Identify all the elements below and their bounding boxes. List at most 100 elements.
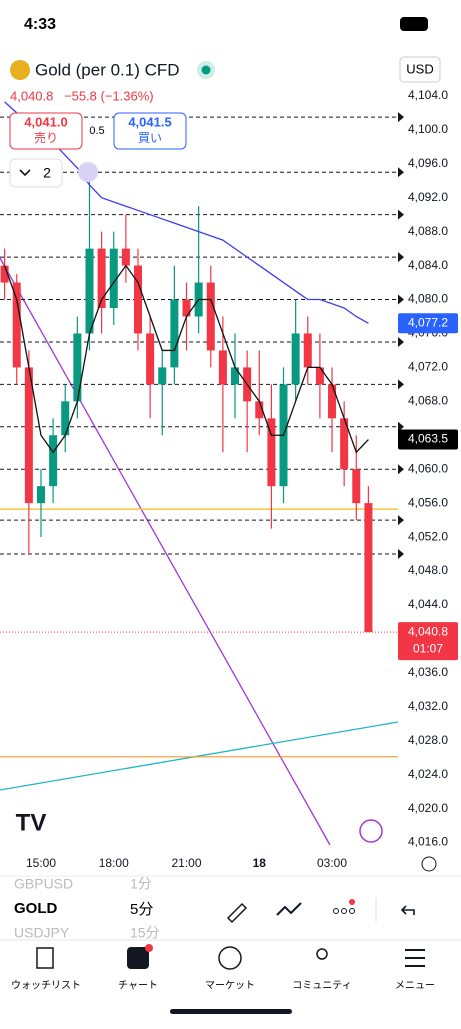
order-arrow bbox=[398, 209, 404, 220]
candle-body bbox=[121, 248, 130, 266]
indicator-toggle[interactable] bbox=[9, 158, 63, 188]
nav-icon[interactable] bbox=[405, 949, 425, 967]
y-tick-label: 4,028.0 bbox=[408, 733, 448, 747]
more[interactable] bbox=[349, 908, 355, 914]
logo: TV bbox=[16, 809, 47, 836]
pattern-tool[interactable] bbox=[276, 902, 302, 916]
watch-symbol[interactable]: USDJPY bbox=[14, 925, 70, 941]
candle-body bbox=[158, 367, 167, 385]
price-badge bbox=[398, 429, 458, 450]
nav-icon[interactable] bbox=[127, 947, 149, 969]
y-tick-label: 4,044.0 bbox=[408, 597, 448, 611]
nav-icon[interactable] bbox=[218, 946, 242, 970]
moving-average bbox=[3, 264, 369, 454]
candle-body bbox=[303, 333, 312, 368]
nav-label[interactable]: チャート bbox=[118, 980, 158, 992]
spread: 0.5 bbox=[89, 125, 104, 137]
sell-button[interactable] bbox=[9, 112, 83, 150]
y-tick-label: 4,032.0 bbox=[408, 699, 448, 713]
chevron bbox=[19, 169, 31, 177]
replay-icon[interactable] bbox=[78, 162, 98, 182]
y-tick-label: 4,080.0 bbox=[408, 292, 448, 306]
y-tick-label: 4,016.0 bbox=[408, 835, 448, 849]
buy-price[interactable]: 4,041.5 bbox=[128, 114, 171, 129]
x-tick-label: 15:00 bbox=[26, 856, 56, 870]
more[interactable] bbox=[333, 908, 339, 914]
home-indicator bbox=[170, 1009, 292, 1014]
y-tick-label: 4,088.0 bbox=[408, 224, 448, 238]
y-tick-label: 4,024.0 bbox=[408, 767, 448, 781]
candle-body bbox=[340, 418, 349, 470]
candle-body bbox=[97, 248, 106, 309]
nav-label[interactable]: マーケット bbox=[205, 980, 255, 992]
x-tick-label: 21:00 bbox=[171, 856, 201, 870]
nav-label[interactable]: メニュー bbox=[395, 981, 435, 992]
interval[interactable]: 5分 bbox=[130, 901, 153, 918]
interval[interactable]: 15分 bbox=[130, 925, 160, 941]
flash-icon[interactable] bbox=[359, 819, 383, 843]
y-tick-label: 4,048.0 bbox=[408, 563, 448, 577]
buy-button[interactable] bbox=[113, 112, 187, 150]
status-bar: 4:33 bbox=[24, 16, 428, 33]
candle-body bbox=[85, 248, 94, 334]
order-arrow bbox=[398, 515, 404, 526]
candle-body bbox=[73, 333, 82, 402]
order-arrow bbox=[398, 112, 404, 123]
watch-symbol[interactable]: GBPUSD bbox=[14, 876, 73, 892]
y-tick-label: 4,020.0 bbox=[408, 801, 448, 815]
candle-body bbox=[206, 282, 215, 351]
more[interactable] bbox=[341, 908, 347, 914]
candle-body bbox=[170, 299, 179, 368]
currency[interactable]: USD bbox=[406, 61, 433, 76]
last-price: 4,040.8 bbox=[10, 88, 53, 103]
clock: 4:33 bbox=[24, 16, 56, 33]
y-tick-label: 4,096.0 bbox=[408, 156, 448, 170]
y-tick-label: 4,084.0 bbox=[408, 258, 448, 272]
interval[interactable]: 1分 bbox=[130, 876, 152, 892]
y-tick-label: 4,104.0 bbox=[408, 88, 448, 102]
y-tick-label: 4,036.0 bbox=[408, 665, 448, 679]
price-badge bbox=[398, 313, 458, 334]
candle-body bbox=[49, 435, 58, 487]
nav-label[interactable]: ウォッチリスト bbox=[11, 980, 81, 992]
y-tick-label: 4,072.0 bbox=[408, 360, 448, 374]
order-arrow bbox=[398, 464, 404, 475]
status-dot bbox=[201, 65, 211, 75]
buy-label[interactable]: 買い bbox=[138, 131, 162, 145]
order-arrow bbox=[398, 549, 404, 560]
y-tick-label: 4,092.0 bbox=[408, 190, 448, 204]
undo[interactable] bbox=[400, 905, 415, 915]
draw-tool[interactable] bbox=[226, 902, 248, 924]
candle-body bbox=[328, 384, 337, 419]
indicator-count[interactable]: 2 bbox=[43, 165, 51, 181]
candle-body bbox=[36, 486, 45, 504]
candle-body bbox=[352, 469, 361, 504]
currency-box[interactable] bbox=[399, 56, 441, 83]
nav-label[interactable]: コミュニティ bbox=[292, 981, 351, 992]
candle-body bbox=[182, 299, 191, 317]
order-arrow bbox=[398, 336, 404, 347]
moving-average bbox=[4, 101, 369, 324]
x-tick-label: 18:00 bbox=[99, 856, 129, 870]
y-tick-label: 4,060.0 bbox=[408, 461, 448, 475]
badge bbox=[145, 944, 153, 952]
candle-body bbox=[291, 333, 300, 385]
candle-body bbox=[24, 367, 33, 504]
plot-area bbox=[0, 101, 398, 846]
sell-price[interactable]: 4,041.0 bbox=[24, 114, 67, 129]
sell-label[interactable]: 売り bbox=[34, 130, 58, 145]
candle-body bbox=[61, 401, 70, 436]
settings-icon[interactable] bbox=[421, 856, 437, 872]
candle-body bbox=[0, 265, 9, 283]
candle-body bbox=[267, 418, 276, 487]
y-tick-label: 4,052.0 bbox=[408, 529, 448, 543]
y-tick-label: 4,068.0 bbox=[408, 394, 448, 408]
order-arrow bbox=[398, 252, 404, 263]
nav-icon[interactable] bbox=[36, 947, 54, 969]
gold-icon bbox=[10, 60, 30, 80]
watch-symbol[interactable]: GOLD bbox=[14, 900, 57, 917]
price-change: −55.8 (−1.36%) bbox=[64, 88, 154, 103]
order-arrow bbox=[398, 167, 404, 178]
nav-icon[interactable] bbox=[316, 948, 328, 960]
